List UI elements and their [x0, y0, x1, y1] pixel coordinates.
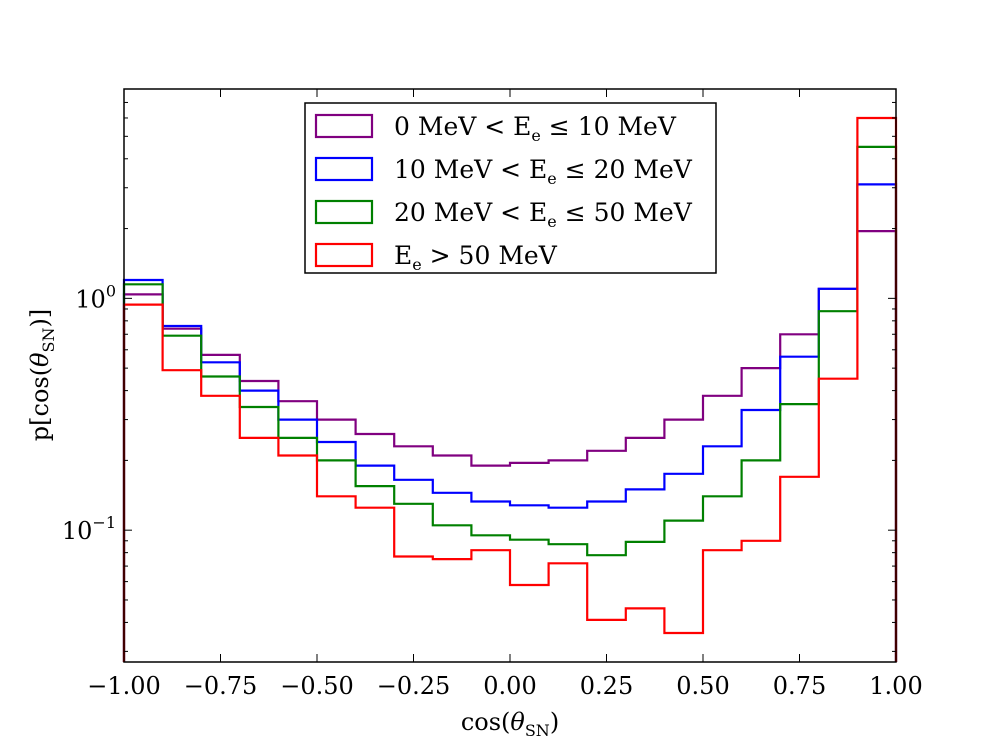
- y-tick-label: 100: [75, 281, 116, 313]
- x-tick-label: 1.00: [869, 672, 922, 700]
- x-tick-label: 0.75: [773, 672, 826, 700]
- legend-label-4: Ee > 50 MeV: [394, 241, 558, 274]
- legend: 0 MeV < Ee ≤ 10 MeV 10 MeV < Ee ≤ 20 MeV 2…: [304, 102, 717, 274]
- x-tick-label: 0.50: [676, 672, 729, 700]
- legend-box: [304, 102, 717, 274]
- legend-label-3: 20 MeV < Ee ≤ 50 MeV: [394, 198, 693, 231]
- x-axis-label: cos(θSN): [461, 708, 559, 740]
- x-tick-label: −0.75: [184, 672, 258, 700]
- legend-label-1: 0 MeV < Ee ≤ 10 MeV: [394, 112, 677, 145]
- legend-swatch-2: [314, 156, 374, 182]
- x-tick-label: −0.25: [377, 672, 451, 700]
- x-tick-label: −0.50: [280, 672, 354, 700]
- legend-swatch-1: [314, 113, 374, 139]
- series-line-4: [122, 116, 898, 662]
- y-tick-label: 10−1: [62, 513, 116, 545]
- legend-swatch-4: [314, 242, 374, 268]
- series-layer: [122, 116, 898, 662]
- x-tick-label: 0.25: [580, 672, 633, 700]
- x-tick-label: 0.00: [483, 672, 536, 700]
- legend-label-2: 10 MeV < Ee ≤ 20 MeV: [394, 155, 693, 188]
- legend-swatch-3: [314, 199, 374, 225]
- x-tick-label: −1.00: [87, 672, 161, 700]
- ticks-layer: −1.00 −0.75 −0.50 −0.25 0.00 0.25 0.50 0.75 1.00…: [62, 88, 923, 700]
